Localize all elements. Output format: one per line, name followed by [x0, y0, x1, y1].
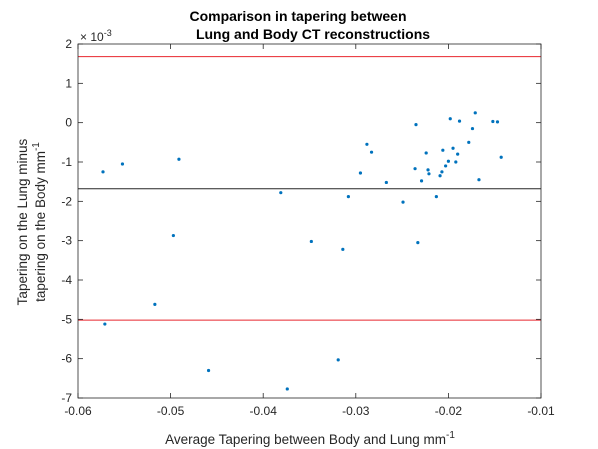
y-tick-label: 1 [65, 76, 72, 90]
y-tick-label: -6 [61, 352, 72, 366]
data-point [341, 247, 345, 251]
data-point [426, 168, 430, 172]
data-point [369, 150, 374, 154]
x-tick-label: -0.05 [157, 404, 185, 418]
y-tick-label: -7 [61, 391, 72, 405]
reference-lines [78, 56, 541, 321]
x-tick-label: -0.03 [342, 404, 370, 418]
data-point [470, 126, 475, 131]
data-point [309, 239, 313, 244]
x-axis-label-text: Average Tapering between Body and Lung m… [165, 432, 446, 447]
y-tick-label: -1 [61, 155, 72, 169]
data-point [413, 167, 417, 171]
x-tick-label: -0.06 [64, 404, 92, 418]
y-axis-ticks: 2 1 0 -1 -2 -3 -4 -5 -6 -7 [61, 37, 541, 405]
x-tick-label: -0.04 [250, 404, 278, 418]
chart-title-line-2: Lung and Body CT reconstructions [196, 26, 430, 42]
y-axis-label-line-2: tapering on the Body mm-1 [31, 142, 48, 302]
data-point [427, 172, 431, 176]
x-tick-label: -0.02 [435, 404, 463, 418]
y-axis-label-line-1: Tapering on the Lung minus [15, 138, 30, 305]
data-point [448, 117, 452, 121]
data-point [441, 148, 445, 152]
data-point [416, 241, 420, 245]
data-point [451, 146, 455, 150]
data-point [401, 200, 405, 204]
data-point [285, 387, 289, 391]
data-point [384, 180, 388, 185]
data-point [346, 195, 350, 199]
data-point [153, 302, 157, 306]
data-point [434, 195, 438, 199]
y-axis-label-superscript: -1 [31, 142, 42, 151]
x-axis-label-superscript: -1 [446, 430, 455, 441]
y-exponent-base: × 10 [80, 30, 104, 44]
data-point [206, 368, 211, 373]
data-point [101, 170, 105, 174]
plot-frame [77, 43, 542, 399]
y-tick-label: 2 [65, 37, 72, 51]
data-point [456, 152, 460, 156]
y-axis-label-line-2-text: tapering on the Body mm [33, 151, 48, 302]
data-point [467, 140, 471, 144]
data-point [414, 123, 418, 127]
y-tick-label: -3 [61, 234, 72, 248]
x-axis-ticks: -0.06 -0.05 -0.04 -0.03 -0.02 -0.01 [64, 44, 555, 418]
x-tick-label: -0.01 [527, 404, 555, 418]
data-point [336, 358, 340, 362]
data-point [454, 160, 458, 164]
y-exponent-power: -3 [104, 28, 112, 38]
data-point [419, 179, 424, 183]
data-point [120, 162, 125, 166]
data-point [495, 120, 500, 124]
data-point [491, 119, 495, 124]
y-axis-exponent: × 10-3 [80, 28, 112, 44]
data-point [365, 142, 369, 146]
data-point [103, 322, 107, 326]
data-point [440, 170, 444, 174]
data-point [358, 171, 363, 175]
data-point [457, 119, 462, 123]
data-point [444, 164, 448, 168]
y-tick-label: -4 [61, 273, 72, 287]
data-point [279, 191, 283, 195]
data-point [171, 233, 175, 238]
y-tick-label: -2 [61, 194, 72, 208]
x-axis-label: Average Tapering between Body and Lung m… [165, 430, 455, 447]
y-tick-label: 0 [65, 116, 72, 130]
axes [77, 43, 542, 399]
data-point [473, 111, 477, 115]
y-axis-label: Tapering on the Lung minus tapering on t… [15, 138, 48, 305]
y-tick-label: -5 [61, 312, 72, 326]
data-point [177, 157, 181, 161]
data-points [101, 111, 503, 391]
chart-title-line-1: Comparison in tapering between [189, 8, 406, 24]
data-point [424, 151, 428, 155]
data-point [446, 159, 450, 163]
data-point [438, 174, 442, 178]
data-point [477, 178, 481, 182]
data-point [499, 155, 503, 159]
